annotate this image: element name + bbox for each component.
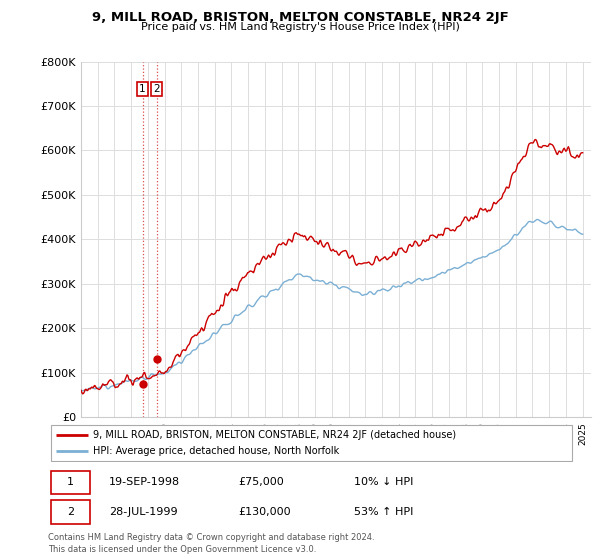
Text: 10% ↓ HPI: 10% ↓ HPI bbox=[354, 477, 413, 487]
Text: Contains HM Land Registry data © Crown copyright and database right 2024.
This d: Contains HM Land Registry data © Crown c… bbox=[48, 533, 374, 554]
Text: 1: 1 bbox=[139, 84, 146, 94]
Text: £75,000: £75,000 bbox=[238, 477, 284, 487]
FancyBboxPatch shape bbox=[50, 424, 572, 461]
Text: 2: 2 bbox=[153, 84, 160, 94]
FancyBboxPatch shape bbox=[50, 470, 90, 494]
Text: 9, MILL ROAD, BRISTON, MELTON CONSTABLE, NR24 2JF (detached house): 9, MILL ROAD, BRISTON, MELTON CONSTABLE,… bbox=[93, 430, 456, 440]
Text: 53% ↑ HPI: 53% ↑ HPI bbox=[354, 507, 413, 517]
FancyBboxPatch shape bbox=[50, 500, 90, 524]
Text: 1: 1 bbox=[67, 477, 74, 487]
Text: 9, MILL ROAD, BRISTON, MELTON CONSTABLE, NR24 2JF: 9, MILL ROAD, BRISTON, MELTON CONSTABLE,… bbox=[92, 11, 508, 24]
Text: £130,000: £130,000 bbox=[238, 507, 291, 517]
Text: 28-JUL-1999: 28-JUL-1999 bbox=[109, 507, 178, 517]
Text: Price paid vs. HM Land Registry's House Price Index (HPI): Price paid vs. HM Land Registry's House … bbox=[140, 22, 460, 32]
Text: HPI: Average price, detached house, North Norfolk: HPI: Average price, detached house, Nort… bbox=[93, 446, 339, 456]
Text: 2: 2 bbox=[67, 507, 74, 517]
Text: 19-SEP-1998: 19-SEP-1998 bbox=[109, 477, 180, 487]
